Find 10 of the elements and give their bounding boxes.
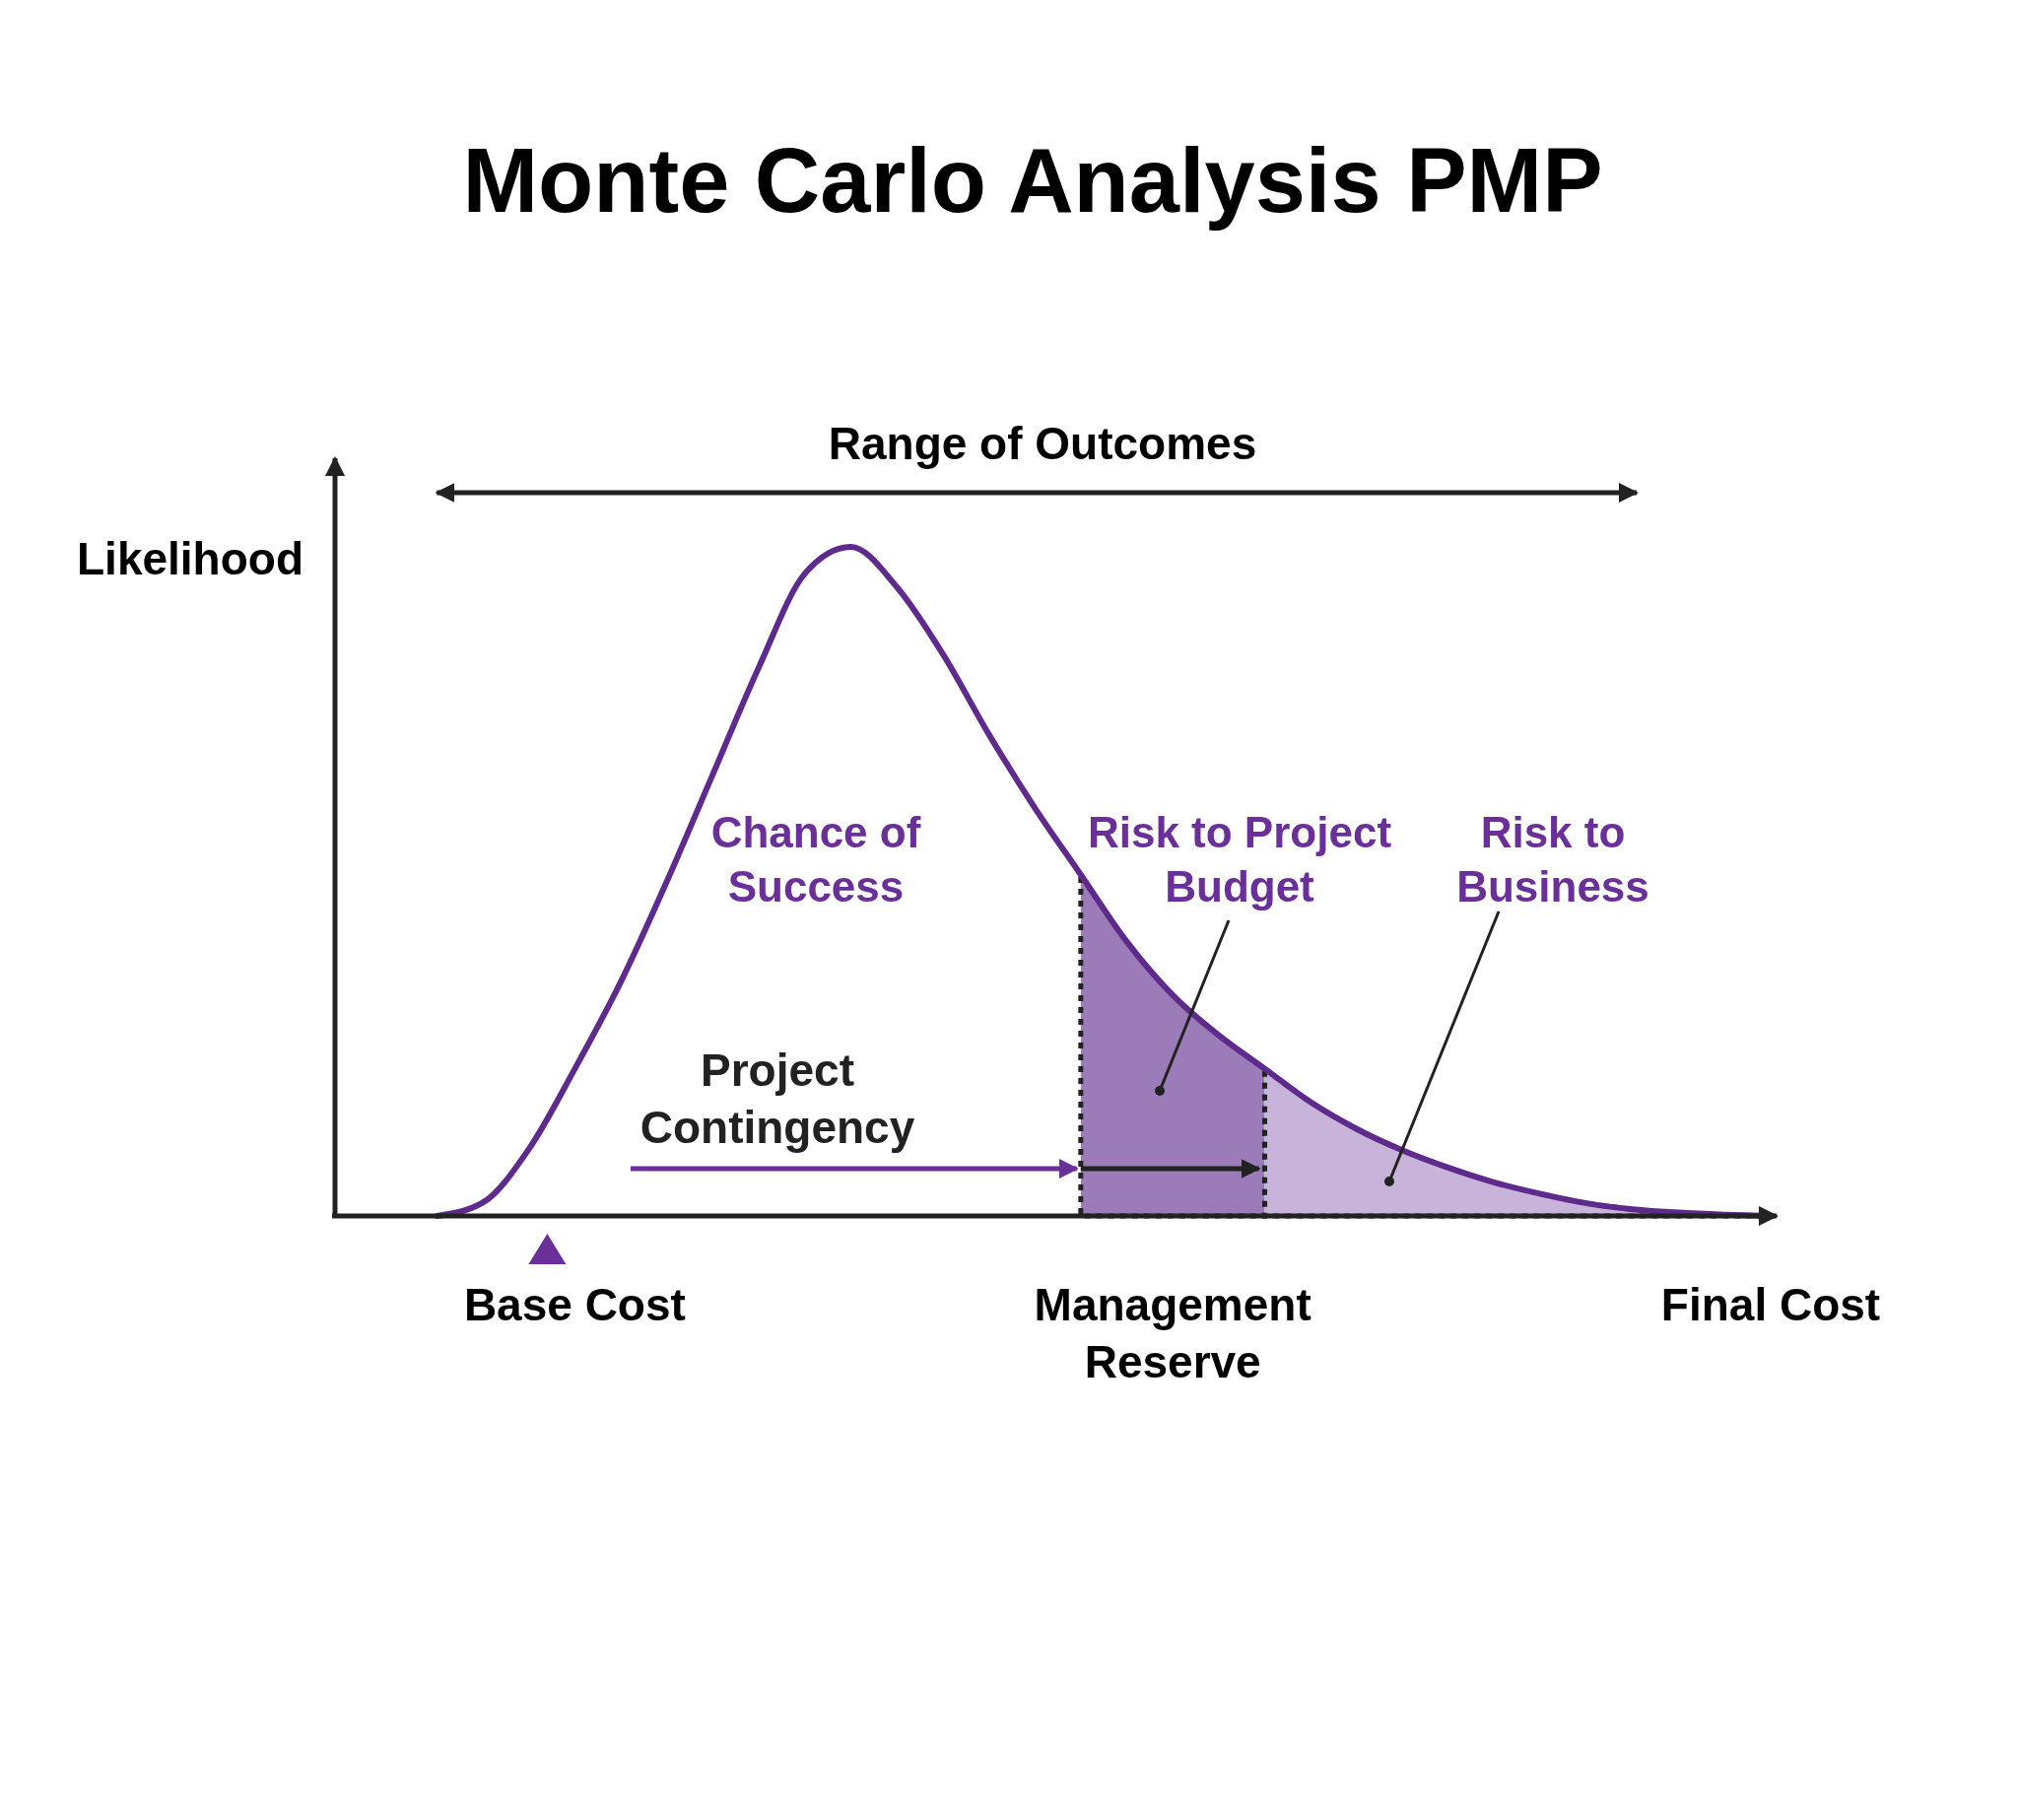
- annotation: Risk to Business: [1456, 808, 1649, 910]
- y-axis-title: Likelihood: [77, 533, 303, 584]
- x-tick-label: Base Cost: [463, 1279, 686, 1330]
- annotation: Risk to Project Budget: [1087, 808, 1392, 910]
- x-tick-label: Final Cost: [1660, 1279, 1881, 1330]
- annotation: Project Contingency: [639, 1045, 915, 1153]
- text: Range of Outcomes: [828, 418, 1257, 469]
- annotation: Chance of Success: [710, 808, 921, 910]
- chart-title: Monte Carlo Analysis PMP: [462, 130, 1603, 231]
- x-tick-label: Management Reserve: [1034, 1279, 1312, 1387]
